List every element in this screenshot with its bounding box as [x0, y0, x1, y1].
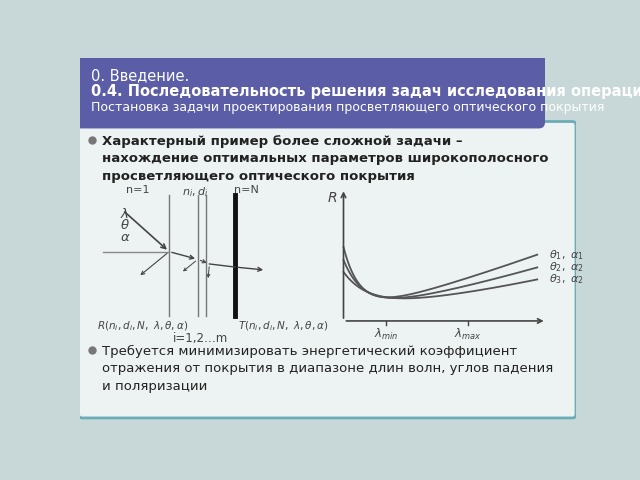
Text: $\theta_2,\ \alpha_2$: $\theta_2,\ \alpha_2$	[549, 261, 584, 275]
Text: λ: λ	[120, 208, 128, 221]
Text: Характерный пример более сложной задачи –
нахождение оптимальных параметров широ: Характерный пример более сложной задачи …	[102, 134, 548, 182]
Text: 0. Введение.: 0. Введение.	[91, 68, 189, 84]
Text: R: R	[328, 191, 337, 205]
FancyBboxPatch shape	[76, 53, 545, 129]
Text: θ: θ	[120, 219, 129, 232]
Text: $\lambda_{max}$: $\lambda_{max}$	[454, 327, 481, 342]
Text: $\theta_1,\ \alpha_1$: $\theta_1,\ \alpha_1$	[549, 248, 584, 262]
Text: $R(n_i,d_i,N,\ \lambda,\theta,\alpha)$: $R(n_i,d_i,N,\ \lambda,\theta,\alpha)$	[97, 319, 188, 333]
Text: $n_i,d_i$: $n_i,d_i$	[182, 185, 208, 199]
Text: $\lambda_{min}$: $\lambda_{min}$	[374, 327, 398, 342]
Text: α: α	[120, 231, 129, 244]
Text: n=N: n=N	[234, 185, 259, 195]
Text: $\theta_3,\ \alpha_2$: $\theta_3,\ \alpha_2$	[549, 273, 584, 287]
FancyBboxPatch shape	[79, 121, 576, 418]
Text: $T(n_i,d_i,N,\ \lambda,\theta,\alpha)$: $T(n_i,d_i,N,\ \lambda,\theta,\alpha)$	[238, 319, 328, 333]
Text: 0.4. Последовательность решения задач исследования операций.: 0.4. Последовательность решения задач ис…	[91, 83, 640, 98]
Text: i=1,2…m: i=1,2…m	[173, 333, 228, 346]
Text: n=1: n=1	[126, 185, 150, 195]
Text: Требуется минимизировать энергетический коэффициент
отражения от покрытия в диап: Требуется минимизировать энергетический …	[102, 345, 553, 393]
Text: Постановка задачи проектирования просветляющего оптического покрытия: Постановка задачи проектирования просвет…	[91, 101, 604, 115]
